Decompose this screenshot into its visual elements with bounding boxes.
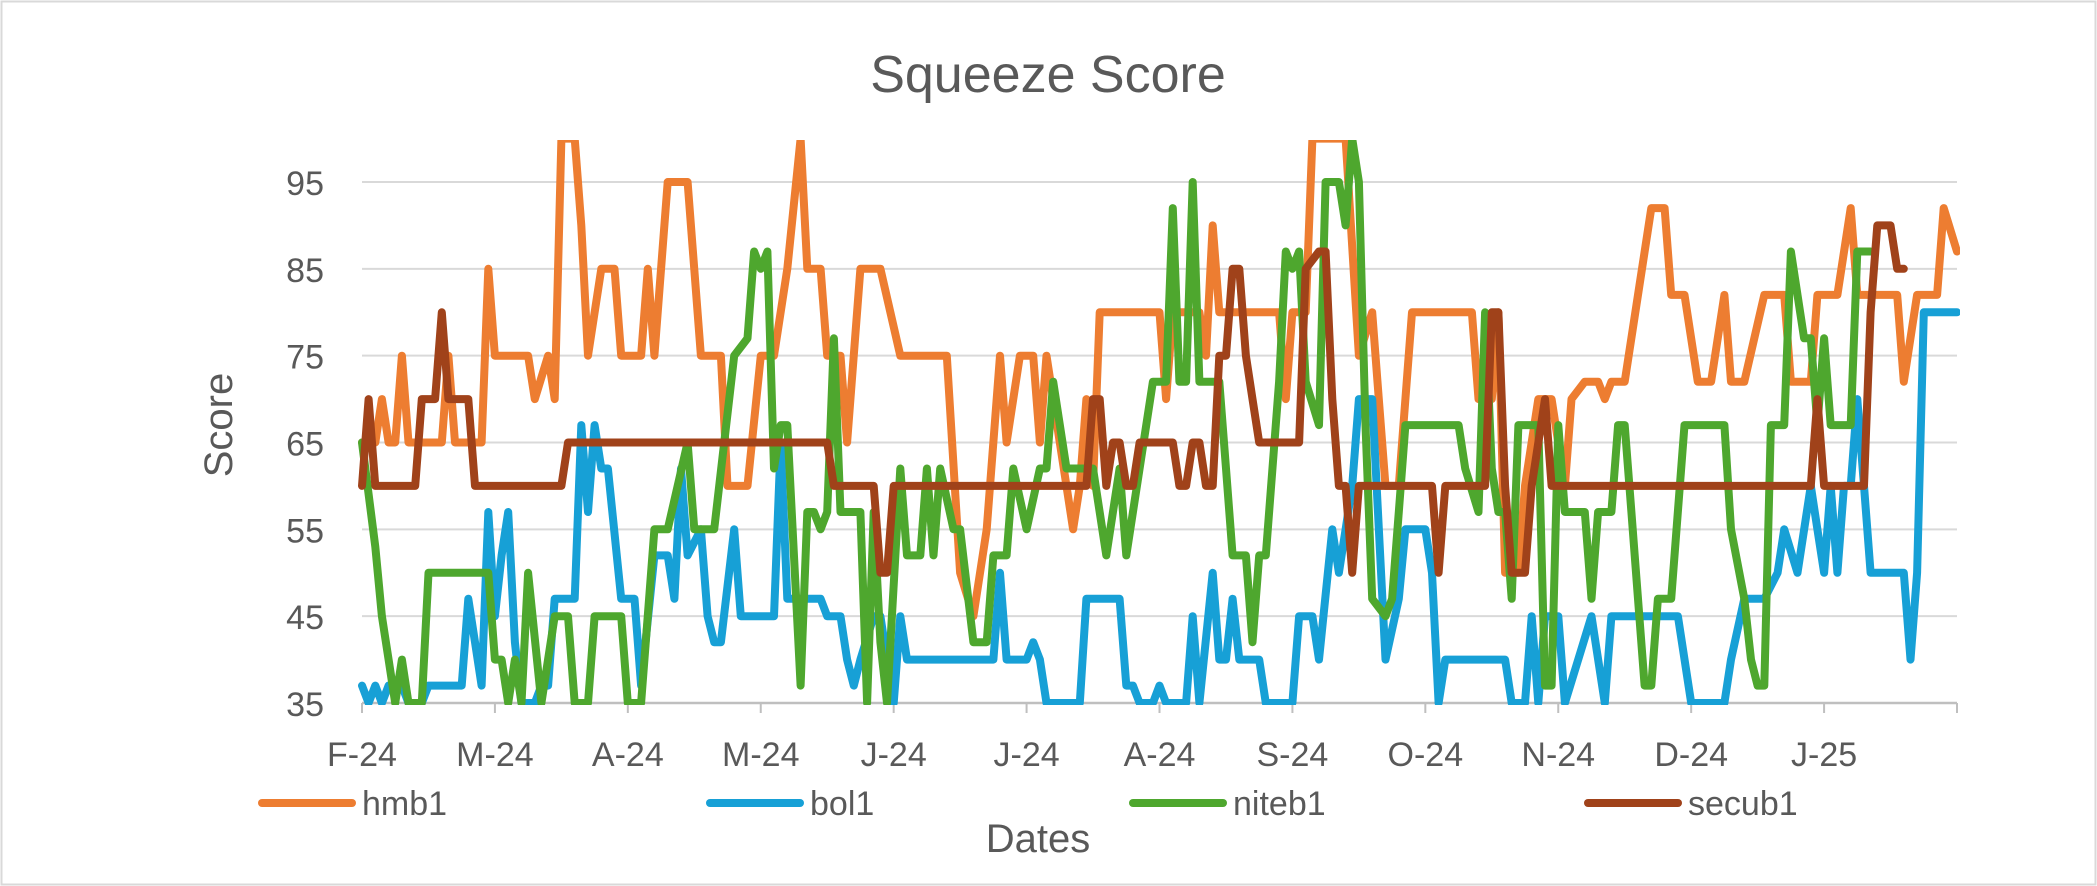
legend-label-hmb1: hmb1 bbox=[362, 785, 447, 823]
series-line-bol1 bbox=[358, 308, 1960, 705]
legend: hmb1 bol1 niteb1 secub1 bbox=[258, 785, 1798, 823]
x-tick-label: M-24 bbox=[456, 736, 533, 774]
series-lines bbox=[358, 140, 1960, 705]
legend-label-bol1: bol1 bbox=[810, 785, 874, 823]
x-tick-label: N-24 bbox=[1521, 736, 1595, 774]
y-tick-label: 75 bbox=[286, 339, 324, 377]
legend-label-niteb1: niteb1 bbox=[1233, 785, 1326, 823]
x-tick-label: J-24 bbox=[994, 736, 1060, 774]
y-tick-label: 65 bbox=[286, 426, 324, 464]
x-tick-label: M-24 bbox=[722, 736, 799, 774]
y-tick-label: 55 bbox=[286, 512, 324, 550]
x-tick-label: J-24 bbox=[861, 736, 927, 774]
x-axis-ticks: F-24 M-24 A-24 M-24 J-24 J-24 A-24 S-24 O-24 N-24… bbox=[327, 703, 1958, 774]
y-tick-label: 35 bbox=[286, 686, 324, 724]
x-tick-label: F-24 bbox=[327, 736, 397, 774]
y-axis-label: Score bbox=[197, 373, 241, 478]
y-tick-label: 85 bbox=[286, 252, 324, 290]
series-line-secub1 bbox=[358, 221, 1908, 577]
x-tick-label: A-24 bbox=[592, 736, 664, 774]
x-tick-label: O-24 bbox=[1388, 736, 1464, 774]
x-tick-label: J-25 bbox=[1791, 736, 1857, 774]
y-tick-label: 45 bbox=[286, 599, 324, 637]
y-tick-label: 95 bbox=[286, 165, 324, 203]
x-axis-label: Dates bbox=[986, 817, 1091, 861]
x-tick-label: A-24 bbox=[1124, 736, 1196, 774]
y-axis-ticks: 35 45 55 65 75 85 95 bbox=[286, 165, 324, 724]
x-tick-label: D-24 bbox=[1654, 736, 1728, 774]
legend-label-secub1: secub1 bbox=[1688, 785, 1798, 823]
series-line-niteb1 bbox=[358, 140, 1875, 705]
chart-title: Squeeze Score bbox=[870, 46, 1226, 104]
x-tick-label: S-24 bbox=[1257, 736, 1329, 774]
